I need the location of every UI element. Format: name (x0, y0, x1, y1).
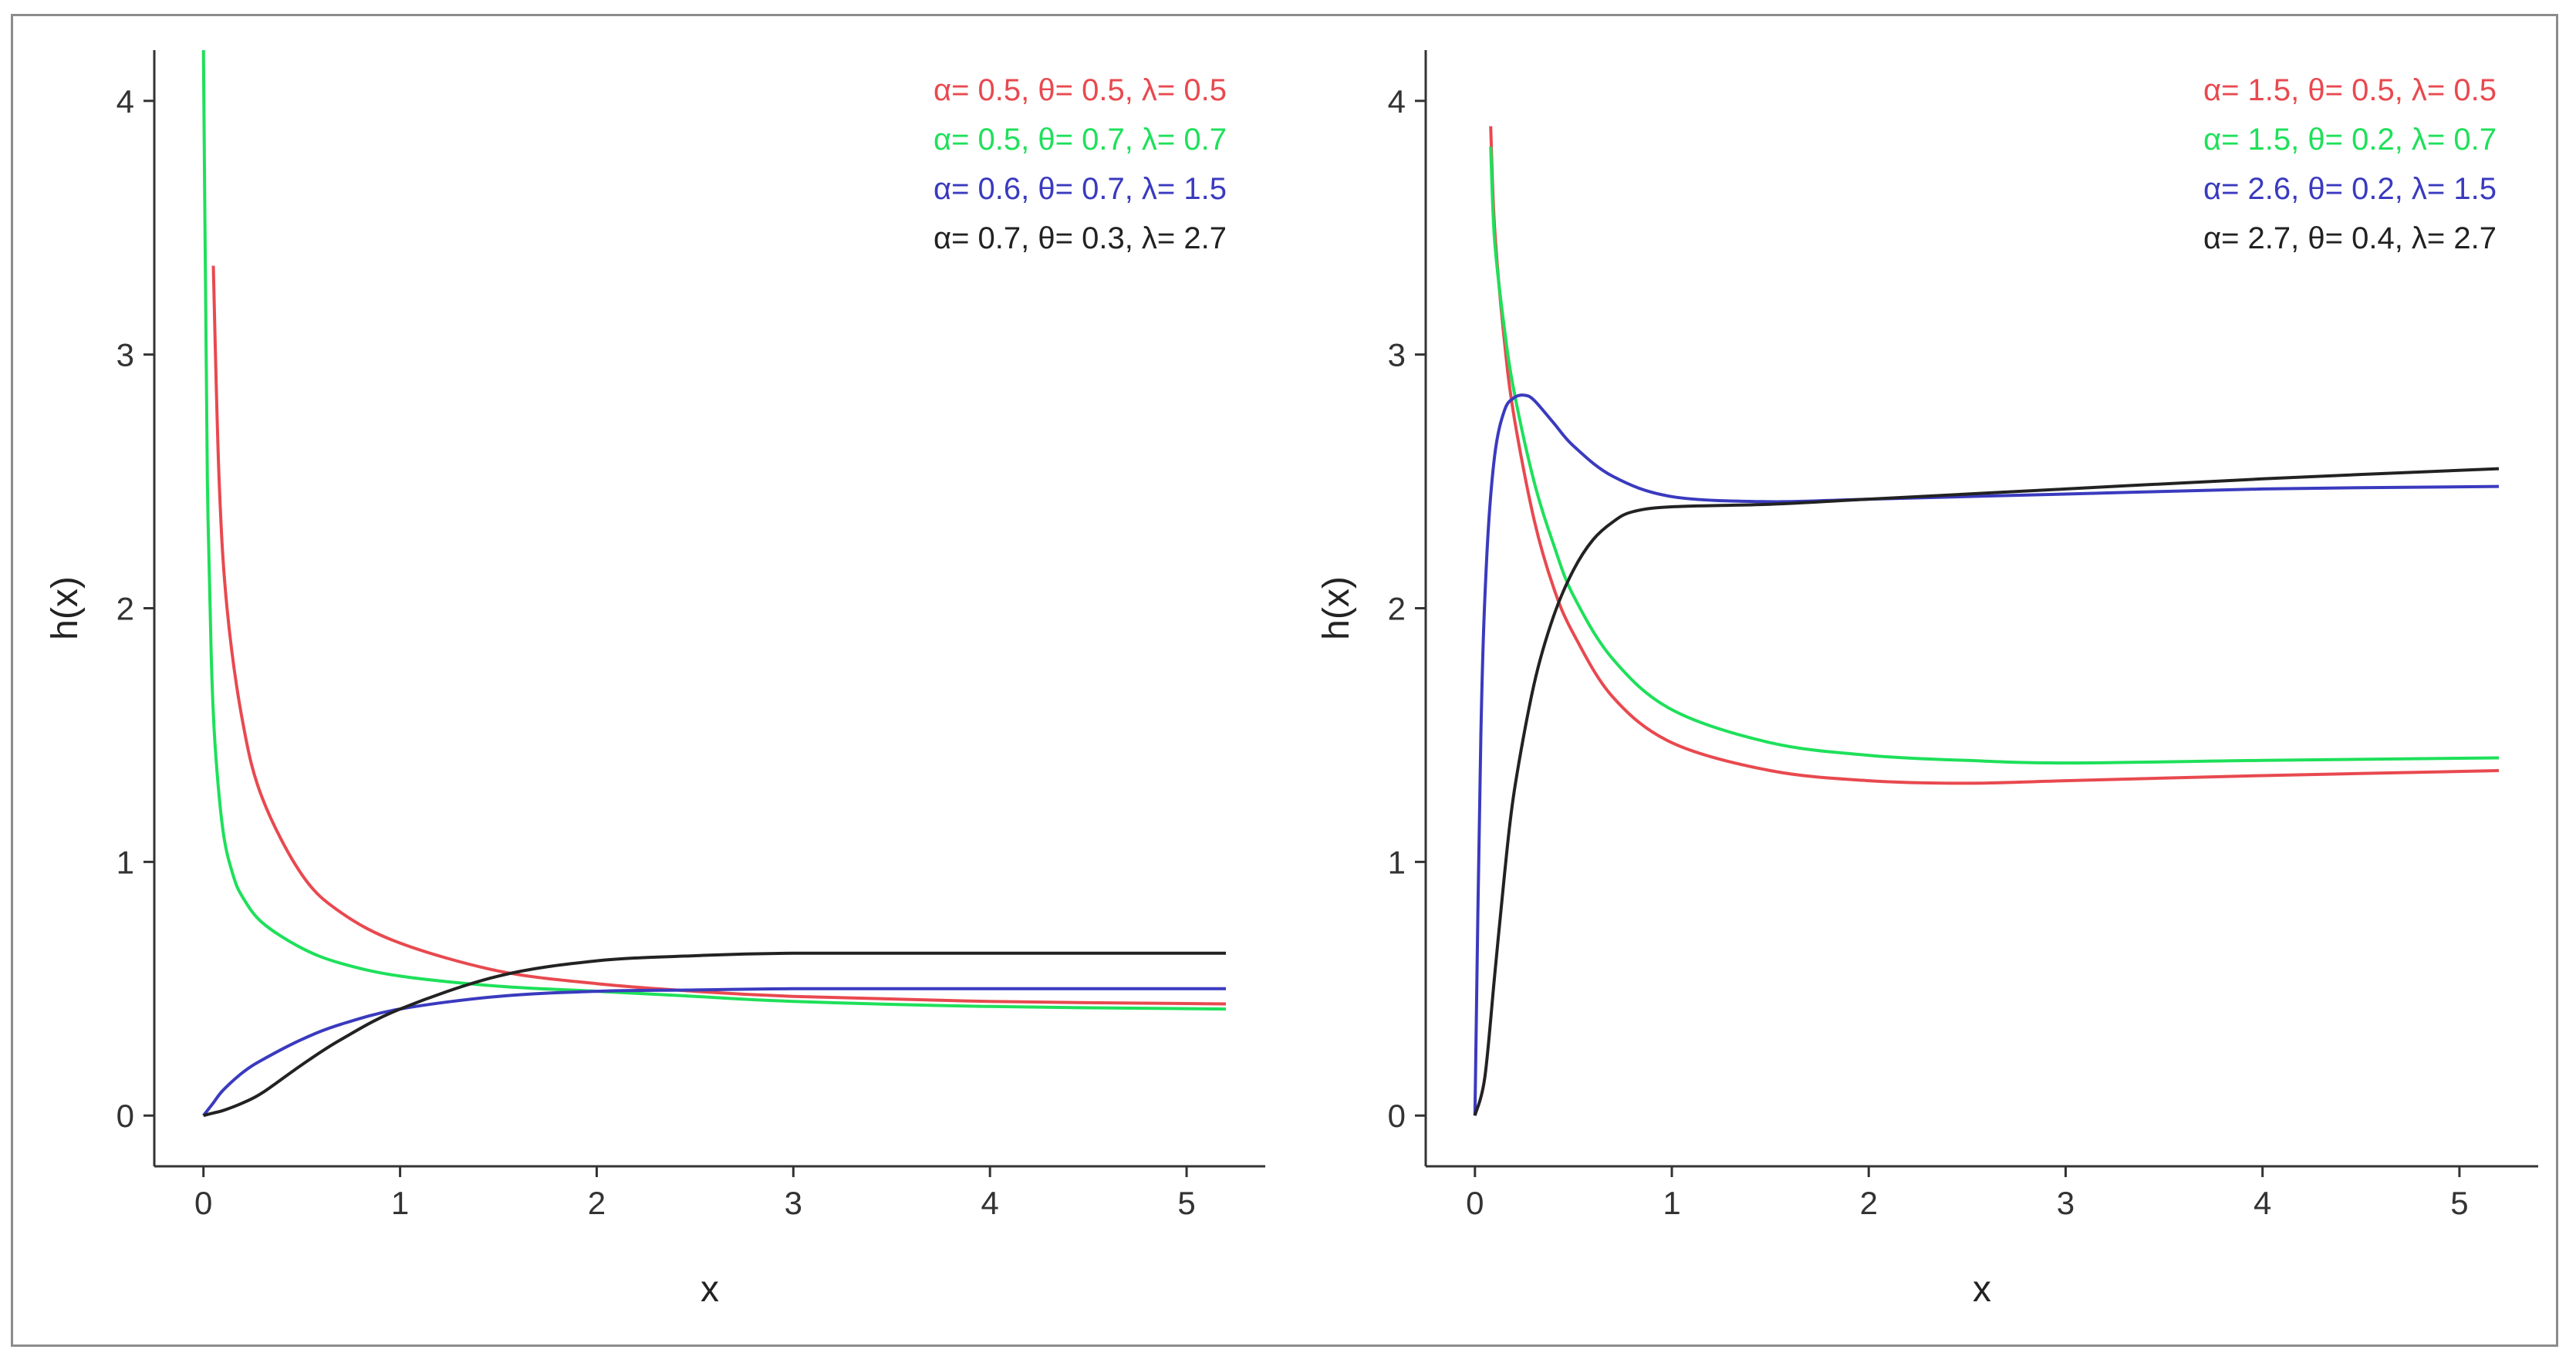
x-tick-label: 0 (1466, 1185, 1484, 1221)
legend-entry-4: α= 2.7, θ= 0.4, λ= 2.7 (2203, 221, 2497, 255)
y-tick-label: 1 (116, 844, 134, 880)
y-tick-label: 2 (1388, 591, 1406, 627)
x-tick-label: 3 (2057, 1185, 2075, 1221)
legend-entry-3: α= 0.6, θ= 0.7, λ= 1.5 (934, 172, 1227, 206)
y-tick-label: 0 (116, 1098, 134, 1134)
series-line-3 (1473, 393, 2500, 1116)
x-axis-title: x (701, 1269, 719, 1310)
x-tick-label: 5 (2450, 1185, 2468, 1221)
legend-entry-1: α= 0.5, θ= 0.5, λ= 0.5 (934, 73, 1227, 107)
series-line-4 (203, 951, 1226, 1118)
series-line-2 (201, 50, 1227, 1011)
y-tick-label: 4 (116, 83, 134, 120)
x-tick-label: 2 (588, 1185, 606, 1221)
y-tick-label: 3 (1388, 337, 1406, 373)
series-line-4 (1473, 467, 2500, 1116)
y-axis-title: h(x) (45, 576, 86, 640)
y-axis-title: h(x) (1316, 576, 1357, 640)
y-tick-label: 3 (116, 337, 134, 373)
series-line-1 (211, 265, 1227, 1006)
x-tick-label: 1 (391, 1185, 409, 1221)
legend-entry-2: α= 0.5, θ= 0.7, λ= 0.7 (934, 123, 1227, 157)
series-line-3 (202, 987, 1226, 1117)
x-tick-label: 3 (785, 1185, 802, 1221)
x-tick-label: 4 (2254, 1185, 2271, 1221)
series-line-2 (1489, 146, 2500, 765)
legend-entry-4: α= 0.7, θ= 0.3, λ= 2.7 (934, 221, 1227, 255)
y-tick-label: 1 (1388, 844, 1406, 880)
legend-entry-2: α= 1.5, θ= 0.2, λ= 0.7 (2203, 123, 2497, 157)
y-tick-label: 2 (116, 591, 134, 627)
x-tick-label: 2 (1860, 1185, 1878, 1221)
chart-panel-1: 0 1 2 3 4 5 0 1 2 3 4 x h(x) α= 0.5, θ= 0.5, λ= 0.5 α=… (45, 50, 1265, 1310)
y-tick-label: 4 (1388, 83, 1406, 120)
series-line-1 (1489, 126, 2500, 785)
legend-entry-1: α= 1.5, θ= 0.5, λ= 0.5 (2203, 73, 2497, 107)
x-tick-label: 5 (1177, 1185, 1195, 1221)
x-tick-label: 1 (1663, 1185, 1680, 1221)
x-axis-title: x (1973, 1269, 1991, 1310)
y-tick-label: 0 (1388, 1098, 1406, 1134)
figure-frame (11, 14, 2558, 1347)
x-tick-label: 4 (981, 1185, 999, 1221)
x-tick-label: 0 (194, 1185, 212, 1221)
legend-entry-3: α= 2.6, θ= 0.2, λ= 1.5 (2203, 172, 2497, 206)
chart-panel-2: 0 1 2 3 4 5 0 1 2 3 4 x h(x) α= 1.5, θ= 0.5, λ= 0.5 α=… (1316, 50, 2538, 1310)
